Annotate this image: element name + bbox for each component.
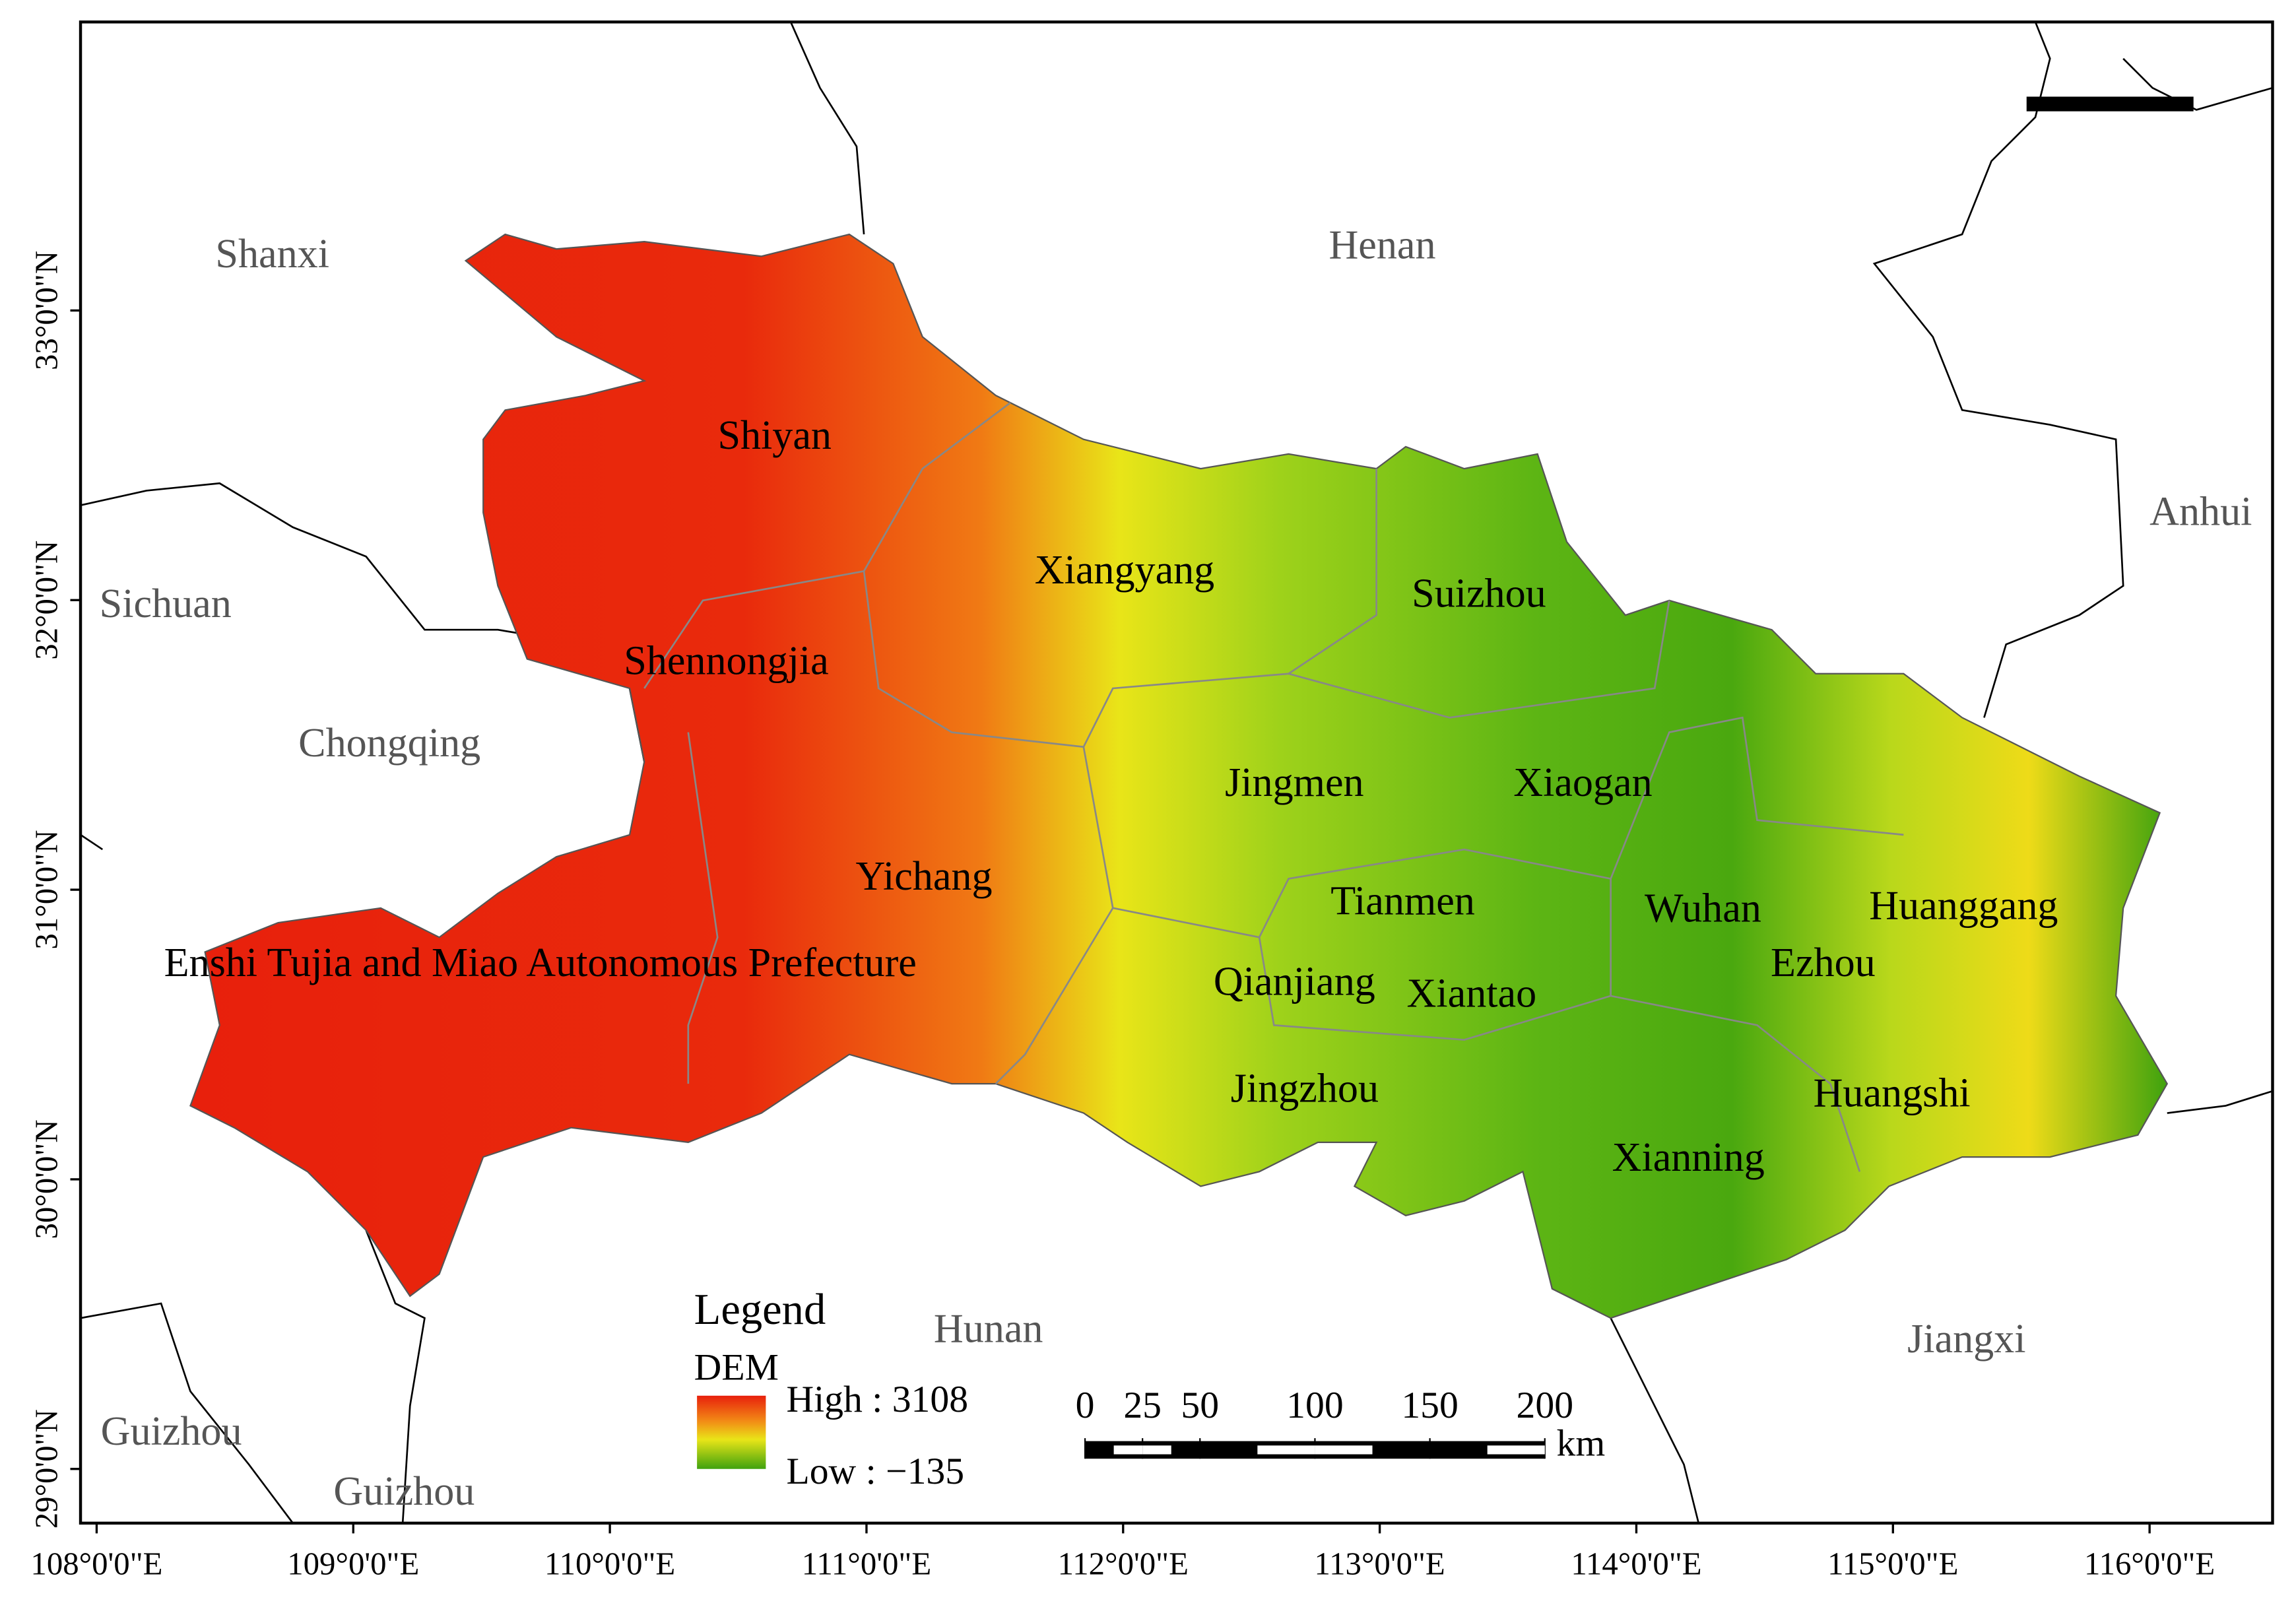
y-tick-label: 31°0'0"N	[29, 830, 65, 950]
scale-tick-label: 0	[1076, 1385, 1095, 1426]
y-tick-label: 30°0'0"N	[29, 1119, 65, 1239]
x-tick-label: 115°0'0"E	[1827, 1546, 1958, 1582]
city-label: Xiangyang	[1035, 548, 1215, 593]
city-label: Shennongjia	[624, 639, 829, 684]
city-label: Huangshi	[1814, 1070, 1971, 1115]
legend-high: High : 3108	[786, 1379, 968, 1420]
city-label: Enshi Tujia and Miao Autonomous Prefectu…	[164, 940, 917, 985]
x-tick-label: 109°0'0"E	[287, 1546, 419, 1582]
scale-segment	[1257, 1445, 1315, 1455]
hubei-dem	[189, 233, 2169, 1319]
legend-ramp	[697, 1395, 766, 1469]
scale-segment	[1315, 1445, 1373, 1455]
scale-tick-label: 150	[1401, 1385, 1459, 1426]
legend-title: Legend	[694, 1286, 826, 1334]
province-label: Chongqing	[298, 721, 480, 766]
city-label: Wuhan	[1645, 886, 1761, 931]
x-tick-label: 114°0'0"E	[1571, 1546, 1701, 1582]
city-label: Suizhou	[1412, 572, 1546, 616]
city-label: Huanggang	[1869, 883, 2058, 928]
province-label: Jiangxi	[1907, 1317, 2025, 1362]
province-label: Guizhou	[333, 1469, 475, 1514]
scale-segment	[1142, 1445, 1171, 1455]
y-tick-label: 29°0'0"N	[29, 1409, 65, 1529]
city-label: Yichang	[856, 854, 993, 899]
city-borders	[643, 402, 1904, 1172]
city-label: Qianjiang	[1214, 960, 1375, 1004]
x-tick-label: 111°0'0"E	[802, 1546, 931, 1582]
x-tick-label: 113°0'0"E	[1315, 1546, 1445, 1582]
scale-tick-label: 100	[1286, 1385, 1344, 1426]
city-label: Xianning	[1612, 1135, 1765, 1180]
scale-unit: km	[1557, 1423, 1606, 1464]
city-label: Ezhou	[1771, 940, 1876, 985]
x-tick-label: 108°0'0"E	[30, 1546, 162, 1582]
province-label: Sichuan	[100, 581, 232, 626]
scale-segment	[1487, 1445, 1545, 1455]
y-tick-label: 33°0'0"N	[29, 251, 65, 370]
x-tick-label: 116°0'0"E	[2084, 1546, 2215, 1582]
city-label: Xiantao	[1407, 971, 1537, 1016]
scale-tick-label: 50	[1181, 1385, 1219, 1426]
x-tick-label: 110°0'0"E	[544, 1546, 675, 1582]
scale-tick-label: 200	[1517, 1385, 1574, 1426]
province-label: Hunan	[934, 1307, 1043, 1352]
city-label: Jingmen	[1225, 760, 1363, 805]
city-label: Tianmen	[1330, 879, 1475, 924]
province-label: Henan	[1328, 222, 1435, 267]
city-label: Xiaogan	[1513, 760, 1652, 805]
scale-tick-label: 25	[1123, 1385, 1162, 1426]
y-tick-label: 32°0'0"N	[29, 541, 65, 660]
province-label: Shanxi	[215, 232, 329, 277]
city-label: Shiyan	[717, 413, 832, 458]
scale-marker	[2026, 96, 2194, 112]
province-label: Guizhou	[101, 1409, 242, 1454]
legend-low: Low : −135	[786, 1451, 964, 1492]
city-label: Jingzhou	[1231, 1067, 1379, 1111]
legend-field: DEM	[694, 1346, 779, 1388]
x-tick-label: 112°0'0"E	[1058, 1546, 1189, 1582]
province-label: Anhui	[2149, 489, 2252, 534]
scale-segment	[1113, 1445, 1143, 1455]
